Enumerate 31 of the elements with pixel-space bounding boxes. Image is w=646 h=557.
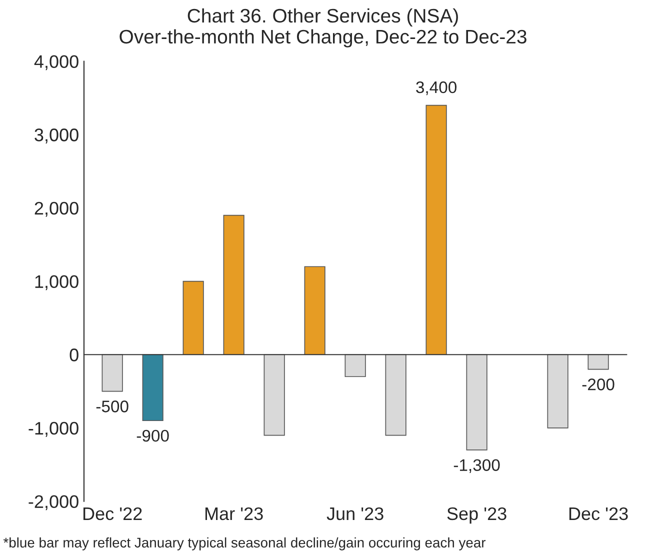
chart-title: Chart 36. Other Services (NSA) Over-the-month Net Change, Dec-22 to Dec-23 [120,8,526,48]
bar [304,266,326,356]
y-tick-label: -1,000 [28,422,78,437]
bar [264,354,285,436]
y-tick-label: 3,000 [34,128,78,144]
bar [426,104,447,356]
x-tick-label: Dec '22 [83,507,142,520]
y-tick-label: -2,000 [28,495,78,510]
x-tick-label: Jun '23 [326,507,384,520]
y-tick-label: 0 [70,348,78,362]
bar [102,354,123,392]
text: *blue bar may reflect January typical seasonal decline/gain occuring each year [3,537,486,550]
bar [588,354,609,370]
bar [466,354,488,450]
x-tick-label: Mar '23 [205,507,263,520]
x-tick-label: Sep '23 [447,507,506,524]
data-label: -200 [582,378,614,390]
y-tick-label: 4,000 [34,55,78,70]
data-label: 3,400 [416,81,456,96]
y-tick-label: 2,000 [34,202,78,217]
bar [182,280,204,356]
x-tick-label: Dec '23 [569,507,628,520]
bar [344,354,366,378]
data-label: -1,300 [454,459,500,473]
bar [547,354,568,428]
y-tick-label: 1,000 [35,275,78,290]
data-label: -500 [96,400,128,412]
data-label: -900 [136,430,169,442]
bar [223,214,244,356]
bar [142,354,164,422]
bar [385,354,406,436]
